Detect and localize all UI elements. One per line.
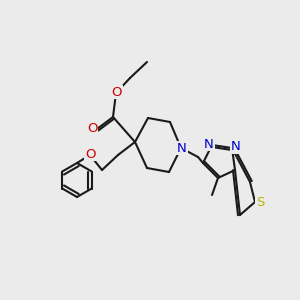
Text: N: N: [231, 140, 241, 154]
Text: O: O: [87, 122, 97, 136]
Text: S: S: [256, 196, 264, 208]
Text: N: N: [204, 137, 214, 151]
Text: O: O: [112, 85, 122, 98]
Text: N: N: [177, 142, 187, 154]
Text: O: O: [85, 148, 95, 160]
